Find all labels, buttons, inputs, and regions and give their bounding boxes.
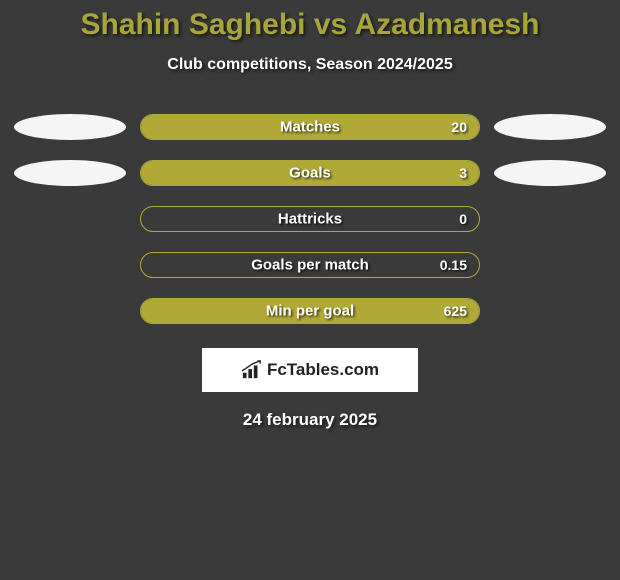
date-text: 24 february 2025 (0, 410, 620, 430)
player-oval-right (494, 114, 606, 140)
stat-label: Hattricks (278, 211, 342, 228)
stat-label: Min per goal (266, 303, 354, 320)
stat-label: Goals (289, 165, 331, 182)
stat-row: Goals 3 (0, 160, 620, 186)
stat-bar: Hattricks 0 (140, 206, 480, 232)
stat-row: Matches 20 (0, 114, 620, 140)
subtitle: Club competitions, Season 2024/2025 (0, 56, 620, 74)
stat-bar: Goals per match 0.15 (140, 252, 480, 278)
stat-bar: Goals 3 (140, 160, 480, 186)
stat-label: Goals per match (251, 257, 369, 274)
logo-text: FcTables.com (267, 360, 379, 380)
stat-row: Hattricks 0 (0, 206, 620, 232)
logo-box: FcTables.com (202, 348, 418, 392)
stat-value: 0 (459, 211, 467, 227)
stat-value: 625 (444, 303, 467, 319)
bar-chart-icon (241, 360, 263, 380)
stat-value: 20 (451, 119, 467, 135)
stat-row: Min per goal 625 (0, 298, 620, 324)
stat-value: 0.15 (440, 257, 467, 273)
stat-label: Matches (280, 119, 340, 136)
page-title: Shahin Saghebi vs Azadmanesh (0, 8, 620, 42)
stat-bar: Matches 20 (140, 114, 480, 140)
player-oval-right (494, 160, 606, 186)
player-oval-left (14, 114, 126, 140)
stat-bar: Min per goal 625 (140, 298, 480, 324)
stat-rows: Matches 20 Goals 3 Hattricks 0 Goals per match… (0, 114, 620, 324)
infographic-container: Shahin Saghebi vs Azadmanesh Club compet… (0, 0, 620, 430)
stat-value: 3 (459, 165, 467, 181)
player-oval-left (14, 160, 126, 186)
stat-row: Goals per match 0.15 (0, 252, 620, 278)
